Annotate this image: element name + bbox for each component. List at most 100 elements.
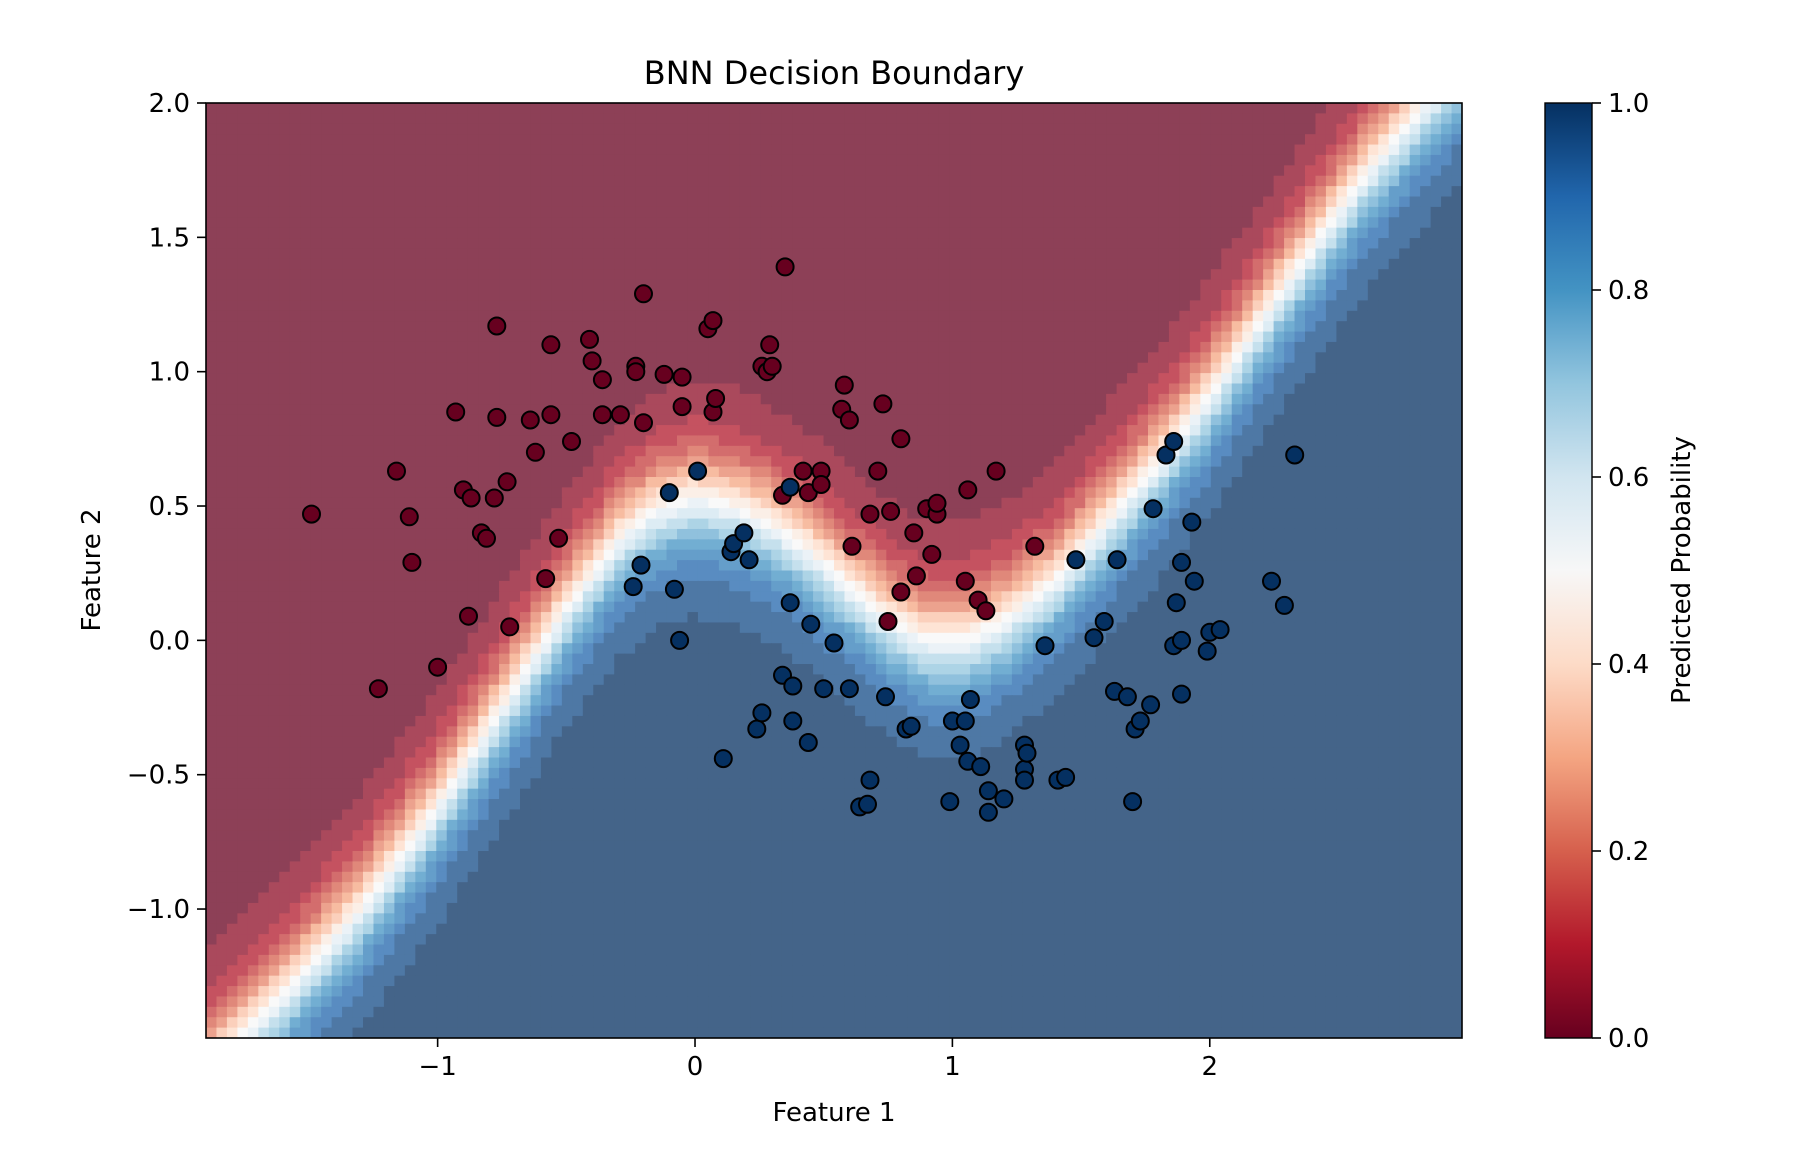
contour-cell — [1315, 103, 1327, 114]
contour-cell — [1106, 362, 1118, 374]
contour-cell — [415, 269, 427, 281]
contour-cell — [467, 196, 479, 208]
contour-cell — [991, 425, 1003, 437]
contour-cell — [718, 331, 730, 343]
contour-cell — [1242, 414, 1254, 426]
contour-cell — [582, 435, 594, 447]
contour-cell — [896, 238, 908, 250]
contour-cell — [331, 497, 343, 509]
contour-cell — [572, 279, 584, 291]
contour-cell — [687, 497, 699, 509]
contour-cell — [509, 528, 521, 540]
contour-cell — [1409, 477, 1421, 488]
contour-cell — [792, 310, 804, 322]
contour-cell — [446, 144, 458, 156]
contour-cell — [917, 393, 929, 405]
contour-cell — [1409, 123, 1421, 135]
contour-cell — [1315, 331, 1327, 343]
contour-cell — [1367, 341, 1379, 353]
contour-cell — [268, 279, 280, 291]
contour-cell — [540, 497, 552, 509]
contour-cell — [247, 456, 259, 468]
contour-cell — [572, 487, 584, 499]
contour-cell — [446, 175, 458, 187]
contour-cell — [875, 165, 887, 177]
contour-cell — [373, 290, 385, 301]
contour-cell — [792, 134, 804, 146]
contour-cell — [624, 341, 636, 353]
contour-cell — [718, 310, 730, 322]
contour-cell — [279, 165, 291, 177]
contour-cell — [1409, 466, 1421, 478]
contour-cell — [436, 248, 448, 260]
contour-cell — [373, 362, 385, 374]
contour-cell — [1032, 341, 1044, 353]
contour-cell — [467, 362, 479, 374]
contour-cell — [593, 134, 605, 146]
contour-cell — [1284, 196, 1296, 208]
contour-cell — [886, 186, 898, 198]
contour-cell — [1242, 466, 1254, 478]
contour-cell — [457, 154, 469, 166]
contour-cell — [697, 445, 709, 457]
contour-cell — [310, 341, 322, 353]
contour-cell — [1001, 414, 1013, 426]
contour-cell — [226, 456, 238, 468]
contour-cell — [854, 144, 866, 156]
contour-cell — [247, 435, 259, 447]
contour-cell — [1189, 196, 1201, 208]
contour-cell — [896, 414, 908, 426]
contour-cell — [1179, 186, 1191, 198]
contour-cell — [1011, 258, 1023, 270]
contour-cell — [363, 134, 375, 146]
contour-cell — [352, 518, 364, 530]
contour-cell — [603, 238, 615, 250]
contour-cell — [760, 238, 772, 250]
contour-cell — [394, 144, 406, 156]
contour-cell — [1378, 300, 1390, 312]
contour-cell — [478, 435, 490, 447]
contour-cell — [1315, 383, 1327, 395]
contour-cell — [258, 113, 270, 125]
contour-cell — [1168, 373, 1180, 385]
contour-cell — [582, 456, 594, 468]
contour-cell — [1315, 487, 1327, 499]
contour-cell — [530, 466, 542, 478]
contour-cell — [593, 528, 605, 540]
contour-cell — [457, 134, 469, 146]
contour-cell — [1294, 227, 1306, 239]
contour-cell — [1263, 487, 1275, 499]
contour-cell — [404, 165, 416, 177]
contour-cell — [991, 103, 1003, 114]
contour-cell — [1263, 269, 1275, 281]
contour-cell — [206, 123, 218, 135]
contour-cell — [1127, 487, 1139, 499]
contour-cell — [1168, 227, 1180, 239]
contour-cell — [635, 196, 647, 208]
contour-cell — [1148, 217, 1160, 229]
contour-cell — [1273, 258, 1285, 270]
contour-cell — [1032, 425, 1044, 437]
contour-cell — [854, 404, 866, 416]
contour-cell — [1210, 279, 1222, 291]
contour-cell — [970, 383, 982, 395]
contour-cell — [1074, 456, 1086, 468]
contour-cell — [499, 373, 511, 385]
contour-cell — [310, 362, 322, 374]
contour-cell — [1127, 466, 1139, 478]
contour-cell — [446, 196, 458, 208]
contour-cell — [970, 227, 982, 239]
contour-cell — [331, 269, 343, 281]
contour-cell — [1074, 269, 1086, 281]
contour-cell — [352, 300, 364, 312]
contour-cell — [603, 331, 615, 343]
contour-cell — [1273, 497, 1285, 509]
contour-cell — [875, 134, 887, 146]
contour-cell — [1325, 300, 1337, 312]
contour-cell — [488, 352, 500, 364]
contour-cell — [258, 528, 270, 540]
contour-cell — [509, 238, 521, 250]
contour-cell — [247, 414, 259, 426]
contour-cell — [1106, 154, 1118, 166]
contour-cell — [1273, 477, 1285, 488]
